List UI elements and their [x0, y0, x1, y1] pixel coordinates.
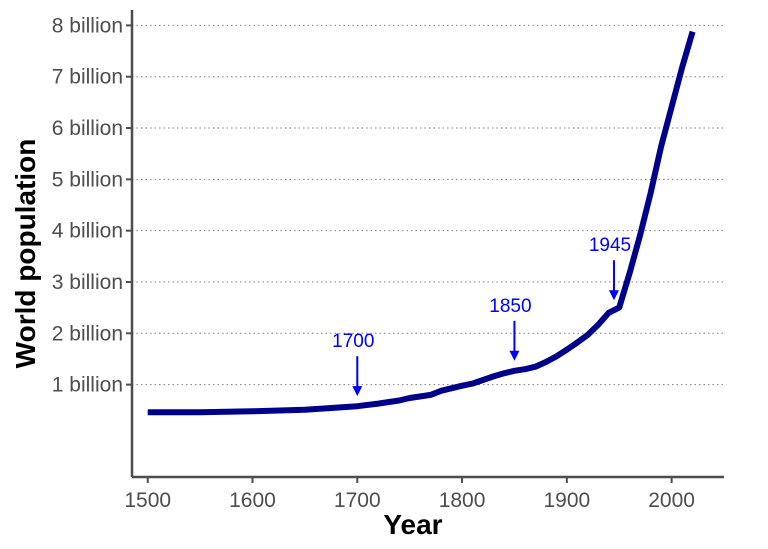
y-tick-label-2: 2 billion: [52, 322, 123, 345]
y-tick-label-7: 7 billion: [52, 66, 123, 89]
annotation-arrowhead-1945: [608, 290, 619, 301]
y-tick-label-6: 6 billion: [52, 117, 123, 140]
annotation-arrowhead-1850: [509, 350, 520, 361]
series-line-0: [147, 30, 696, 416]
y-axis-title: World population: [10, 139, 41, 369]
annotation-arrowhead-1700: [352, 386, 363, 397]
y-tick-label-3: 3 billion: [52, 271, 123, 294]
y-tick-label-5: 5 billion: [52, 168, 123, 191]
x-tick-label-1500: 1500: [124, 489, 171, 512]
x-tick-label-1600: 1600: [229, 489, 276, 512]
annotation-label-1945: 1945: [589, 235, 631, 256]
x-tick-label-1800: 1800: [439, 489, 486, 512]
x-tick-label-2000: 2000: [648, 489, 695, 512]
x-tick-label-1700: 1700: [334, 489, 381, 512]
annotation-label-1700: 1700: [332, 331, 374, 352]
annotation-label-1850: 1850: [489, 296, 531, 317]
x-axis-title: Year: [383, 509, 442, 540]
y-tick-label-4: 4 billion: [52, 220, 123, 243]
y-tick-label-1: 1 billion: [52, 374, 123, 397]
x-tick-label-1900: 1900: [543, 489, 590, 512]
y-tick-label-8: 8 billion: [52, 14, 123, 37]
